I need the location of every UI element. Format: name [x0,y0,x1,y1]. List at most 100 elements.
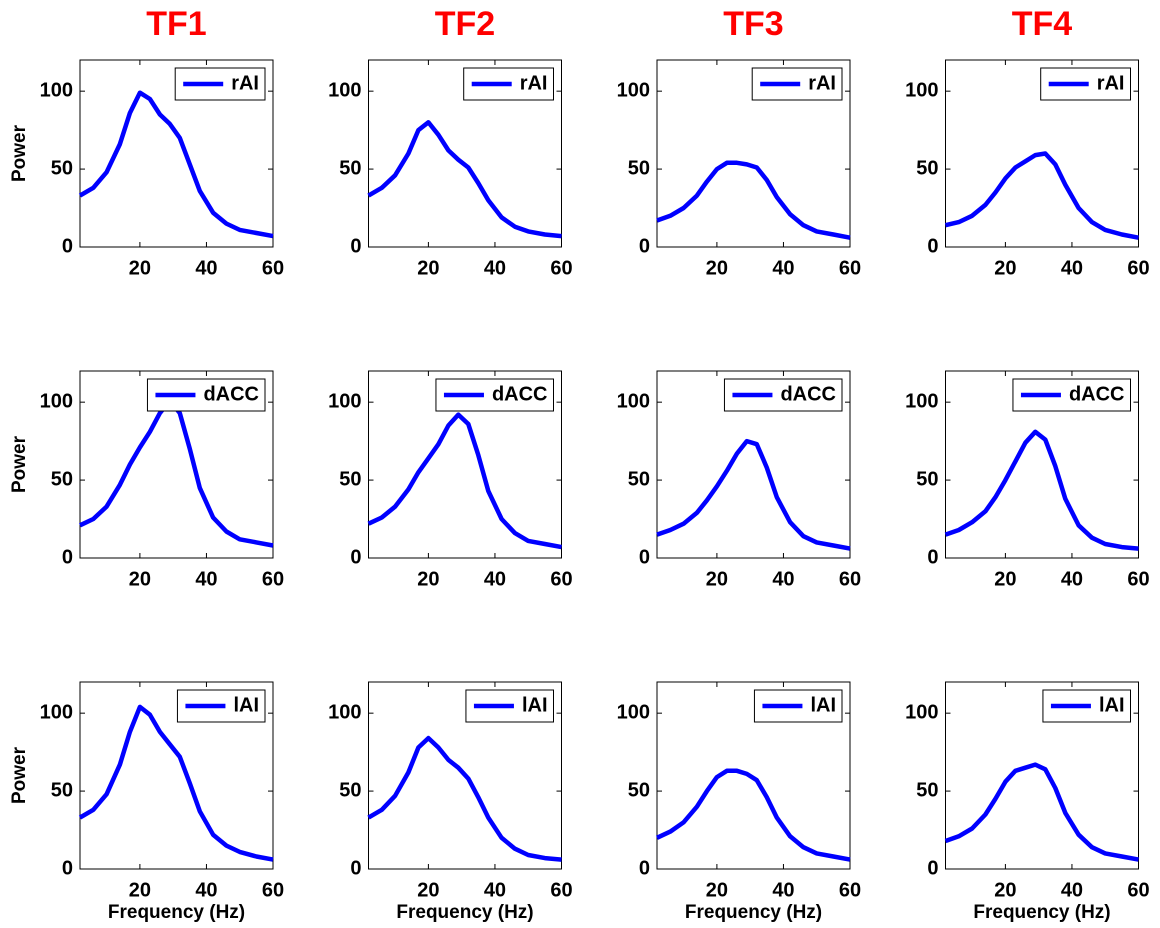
y-tick-label: 50 [916,779,938,801]
line-series [944,429,1139,551]
legend-label: lAI [233,694,259,716]
y-tick-label: 50 [339,779,361,801]
legend-label: dACC [780,383,836,405]
line-series [656,160,851,240]
x-tick-label: 20 [706,568,728,590]
subplot: 0 50 100 20 40 60 dACC [905,370,1150,590]
x-tick-label: 40 [195,568,217,590]
y-tick-label: 100 [328,701,361,723]
y-tick-label: 100 [40,79,73,101]
subplot: Frequency (Hz) 0 50 100 20 40 60 lAI [328,681,573,923]
x-tick-label: 60 [839,568,861,590]
legend-label: dACC [492,383,548,405]
y-tick-label: 100 [617,701,650,723]
y-tick-label: 100 [905,701,938,723]
x-tick-label: 40 [1061,568,1083,590]
legend-label: rAI [808,72,836,94]
subplot: TF2 0 50 100 20 40 60 rAI [328,5,573,279]
legend: lAI [465,689,554,723]
x-tick-label: 60 [1127,879,1149,901]
subplot-title: TF1 [146,5,206,43]
legend: rAI [751,67,843,101]
x-tick-label: 20 [706,257,728,279]
x-tick-label: 60 [262,568,284,590]
legend: rAI [174,67,266,101]
x-tick-label: 20 [706,879,728,901]
x-tick-label: 60 [839,879,861,901]
y-tick-label: 0 [62,546,73,568]
subplot: 0 50 100 20 40 60 dACC [617,370,861,590]
legend-label: lAI [810,694,836,716]
x-axis-label: Frequency (Hz) [685,902,822,923]
y-tick-label: 0 [62,235,73,257]
x-axis-label: Frequency (Hz) [396,902,533,923]
line-series [944,762,1139,862]
y-tick-label: 100 [40,701,73,723]
x-tick-label: 40 [484,568,506,590]
subplot-title: TF3 [723,5,783,43]
x-axis-label: Frequency (Hz) [973,902,1110,923]
legend: rAI [1040,67,1131,101]
line-series [367,735,562,862]
y-tick-label: 50 [916,468,938,490]
y-tick-label: 0 [927,546,938,568]
y-tick-label: 50 [339,157,361,179]
subplot: TF4 0 50 100 20 40 60 rAI [905,5,1150,279]
legend-label: lAI [1099,694,1125,716]
line-series [78,704,274,862]
legend: rAI [463,67,554,101]
x-tick-label: 40 [484,257,506,279]
x-axis-label: Frequency (Hz) [108,902,245,923]
x-tick-label: 20 [994,568,1016,590]
x-tick-label: 60 [550,568,572,590]
y-tick-label: 100 [905,390,938,412]
x-tick-label: 60 [262,257,284,279]
y-tick-label: 100 [40,390,73,412]
line-series [656,438,851,551]
legend-label: rAI [520,72,548,94]
legend: dACC [723,378,843,412]
subplot: Power Frequency (Hz) 0 50 100 20 40 60 lAI [9,681,284,923]
line-series [367,412,562,550]
y-tick-label: 50 [51,157,73,179]
y-tick-label: 50 [628,779,650,801]
y-tick-label: 0 [639,857,650,879]
y-tick-label: 0 [350,857,361,879]
legend: dACC [1012,378,1131,412]
y-tick-label: 0 [350,235,361,257]
y-tick-label: 100 [905,79,938,101]
x-tick-label: 40 [772,257,794,279]
legend-label: lAI [522,694,548,716]
subplot-title: TF4 [1012,5,1073,43]
legend-label: dACC [203,383,259,405]
x-tick-label: 20 [129,257,151,279]
x-tick-label: 40 [195,879,217,901]
y-tick-label: 100 [617,390,650,412]
x-tick-label: 40 [484,879,506,901]
y-tick-label: 0 [62,857,73,879]
y-tick-label: 0 [350,546,361,568]
y-axis-label: Power [9,746,30,804]
x-tick-label: 60 [1127,568,1149,590]
y-tick-label: 100 [617,79,650,101]
y-axis-label: Power [9,124,30,182]
y-axis-label: Power [9,435,30,493]
x-tick-label: 40 [195,257,217,279]
subplot: TF3 0 50 100 20 40 60 rAI [617,5,862,279]
y-tick-label: 0 [927,857,938,879]
subplot-title: TF2 [435,5,495,43]
x-tick-label: 20 [994,257,1016,279]
legend-label: rAI [1097,72,1125,94]
x-tick-label: 60 [550,257,572,279]
y-tick-label: 100 [328,390,361,412]
y-tick-label: 0 [639,235,650,257]
subplot: Frequency (Hz) 0 50 100 20 40 60 lAI [905,681,1150,923]
x-tick-label: 40 [1061,257,1083,279]
x-tick-label: 20 [129,879,151,901]
y-tick-label: 50 [51,468,73,490]
legend-label: dACC [1069,383,1125,405]
line-series [78,90,274,239]
y-tick-label: 0 [639,546,650,568]
x-tick-label: 20 [417,879,439,901]
y-tick-label: 50 [51,779,73,801]
